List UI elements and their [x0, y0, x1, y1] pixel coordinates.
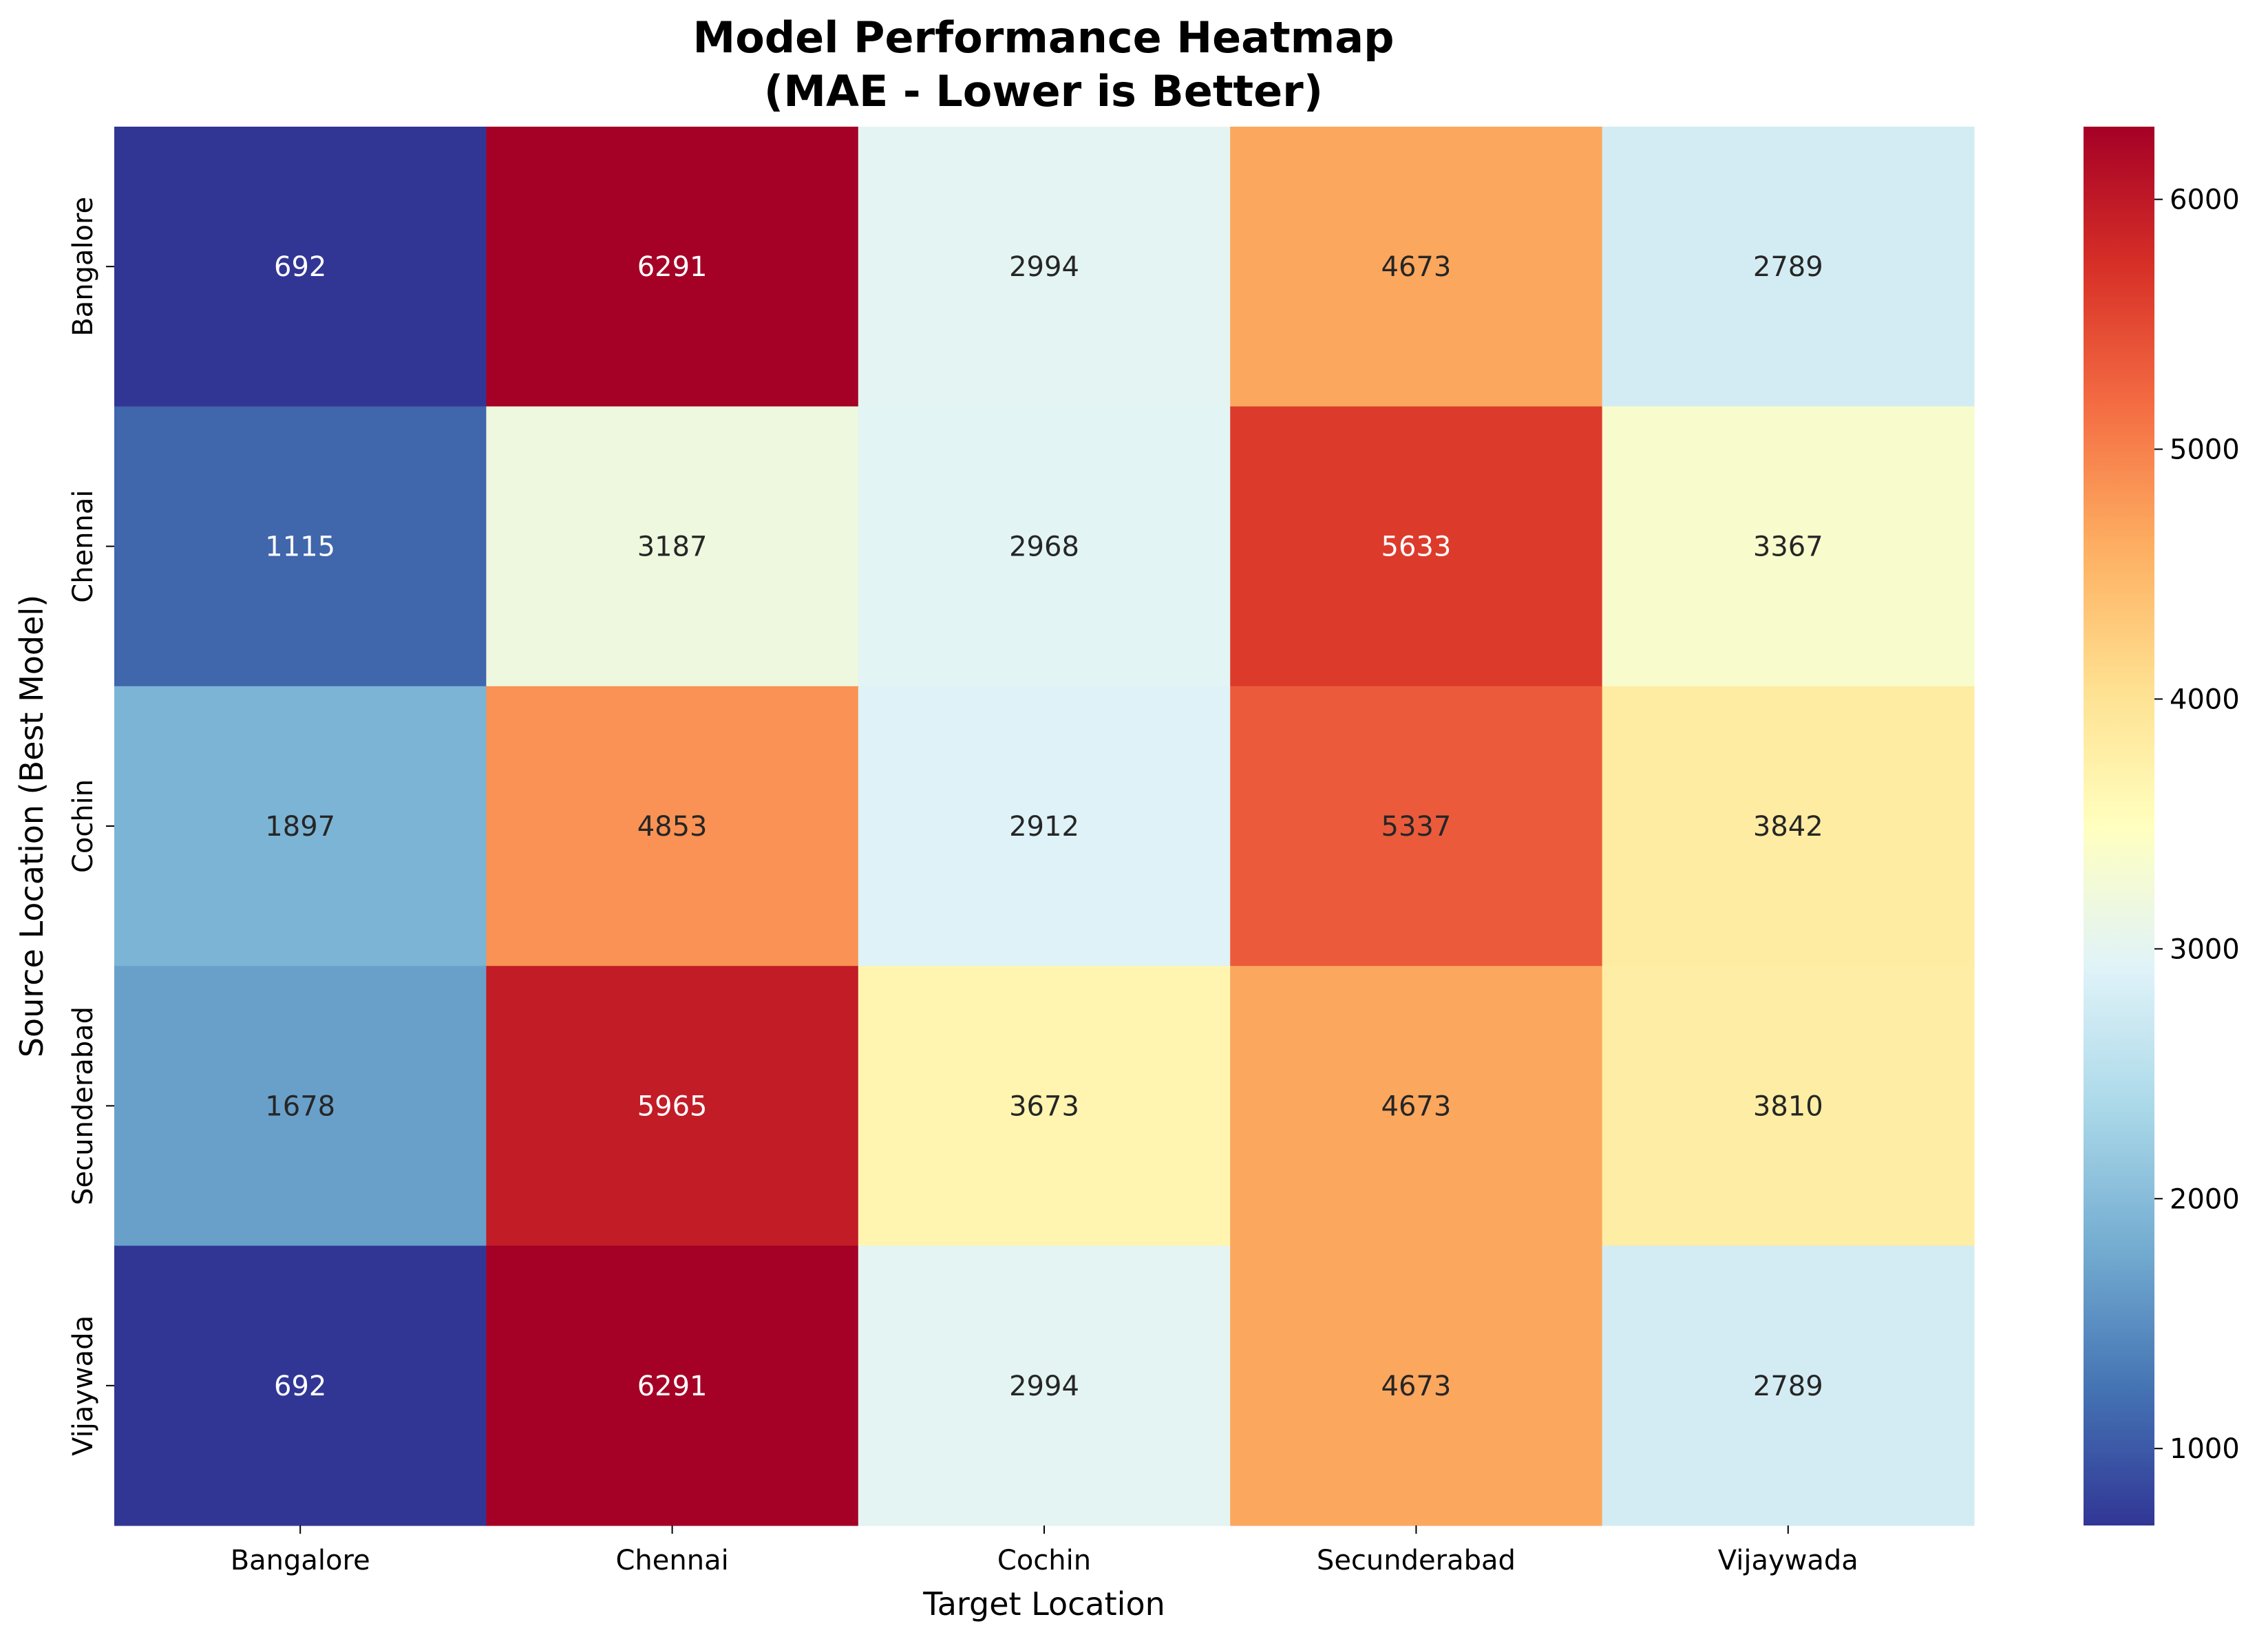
- cell-value-label: 5965: [637, 1090, 708, 1122]
- heatmap-cell: [1602, 1245, 1975, 1526]
- x-tick-label: Chennai: [615, 1545, 728, 1576]
- heatmap-cell: [1230, 127, 1603, 407]
- heatmap-cell: [1602, 127, 1975, 407]
- y-tick-label: Chennai: [67, 489, 99, 602]
- cell-value-labels: 692 6291 2994 4673 2789 1115 3187 2968 5633 3367 1…: [265, 251, 1823, 1402]
- heatmap-cell: [1602, 966, 1975, 1247]
- heatmap-cell: [114, 966, 487, 1247]
- heatmap-cell: [114, 1245, 487, 1526]
- cell-value-label: 2789: [1753, 1371, 1823, 1402]
- x-tick-label: Vijaywada: [1718, 1545, 1858, 1576]
- heatmap-cell: [114, 127, 487, 407]
- cell-value-label: 3842: [1753, 811, 1823, 843]
- cell-value-label: 6291: [637, 251, 708, 283]
- colorbar: 1000 2000 3000 4000 5000 6000: [2084, 127, 2240, 1525]
- cell-value-label: 2789: [1753, 251, 1823, 283]
- cell-value-label: 2994: [1009, 1371, 1079, 1402]
- heatmap-cell: [1230, 1245, 1603, 1526]
- chart-title-line: Model Performance Heatmap: [693, 12, 1395, 63]
- y-axis: Bangalore Chennai Cochin Secunderabad Vijayw…: [13, 197, 114, 1456]
- heatmap-cell: [858, 1245, 1231, 1526]
- chart-title-line: (MAE - Lower is Better): [764, 66, 1323, 116]
- cell-value-label: 4673: [1381, 251, 1452, 283]
- cell-value-label: 692: [274, 251, 326, 283]
- cell-value-label: 1115: [265, 531, 335, 563]
- y-tick-label: Cochin: [67, 779, 99, 873]
- cell-value-label: 2912: [1009, 811, 1079, 843]
- chart-title: Model Performance Heatmap(MAE - Lower is…: [693, 12, 1395, 116]
- x-axis: Bangalore Chennai Cochin Secunderabad Vijayw…: [231, 1525, 1858, 1623]
- colorbar-bar: [2084, 127, 2154, 1525]
- cell-value-label: 5337: [1381, 811, 1452, 843]
- y-tick-label: Bangalore: [67, 197, 99, 337]
- heatmap-cell: [1230, 406, 1603, 687]
- heatmap-cell: [858, 127, 1231, 407]
- colorbar-tick-label: 4000: [2170, 684, 2240, 715]
- x-axis-label: Target Location: [922, 1585, 1165, 1623]
- cell-value-label: 692: [274, 1371, 326, 1402]
- heatmap-cell: [486, 966, 859, 1247]
- y-tick-label: Vijaywada: [67, 1316, 99, 1456]
- heatmap-cell: [486, 127, 859, 407]
- colorbar-tick-label: 5000: [2170, 434, 2240, 466]
- cell-value-label: 1897: [265, 811, 335, 843]
- heatmap-cell: [114, 686, 487, 967]
- x-tick-label: Bangalore: [231, 1545, 370, 1576]
- heatmap-cell: [1230, 686, 1603, 967]
- heatmap-cell: [1602, 686, 1975, 967]
- cell-value-label: 3810: [1753, 1090, 1823, 1122]
- cell-value-label: 3187: [637, 531, 708, 563]
- cell-value-label: 4673: [1381, 1090, 1452, 1122]
- cell-value-label: 4853: [637, 811, 708, 843]
- heatmap-cell: [486, 406, 859, 687]
- cell-value-label: 6291: [637, 1371, 708, 1402]
- y-tick-label: Secunderabad: [67, 1006, 99, 1205]
- heatmap-cell: [114, 406, 487, 687]
- x-tick-label: Cochin: [997, 1545, 1091, 1576]
- heatmap-cell: [858, 966, 1231, 1247]
- cell-value-label: 2994: [1009, 251, 1079, 283]
- heatmap-cells: [114, 127, 1975, 1526]
- heatmap-cell: [858, 686, 1231, 967]
- cell-value-label: 5633: [1381, 531, 1452, 563]
- heatmap-cell: [1602, 406, 1975, 687]
- cell-value-label: 2968: [1009, 531, 1079, 563]
- heatmap-cell: [486, 1245, 859, 1526]
- heatmap-cell: [1230, 966, 1603, 1247]
- cell-value-label: 3673: [1009, 1090, 1079, 1122]
- y-axis-label: Source Location (Best Model): [13, 595, 50, 1057]
- x-tick-label: Secunderabad: [1317, 1545, 1516, 1576]
- heatmap-cell: [858, 406, 1231, 687]
- cell-value-label: 3367: [1753, 531, 1823, 563]
- heatmap-cell: [486, 686, 859, 967]
- colorbar-tick-label: 3000: [2170, 933, 2240, 965]
- colorbar-tick-label: 2000: [2170, 1183, 2240, 1215]
- colorbar-tick-label: 1000: [2170, 1433, 2240, 1465]
- colorbar-tick-label: 6000: [2170, 184, 2240, 216]
- cell-value-label: 4673: [1381, 1371, 1452, 1402]
- cell-value-label: 1678: [265, 1090, 335, 1122]
